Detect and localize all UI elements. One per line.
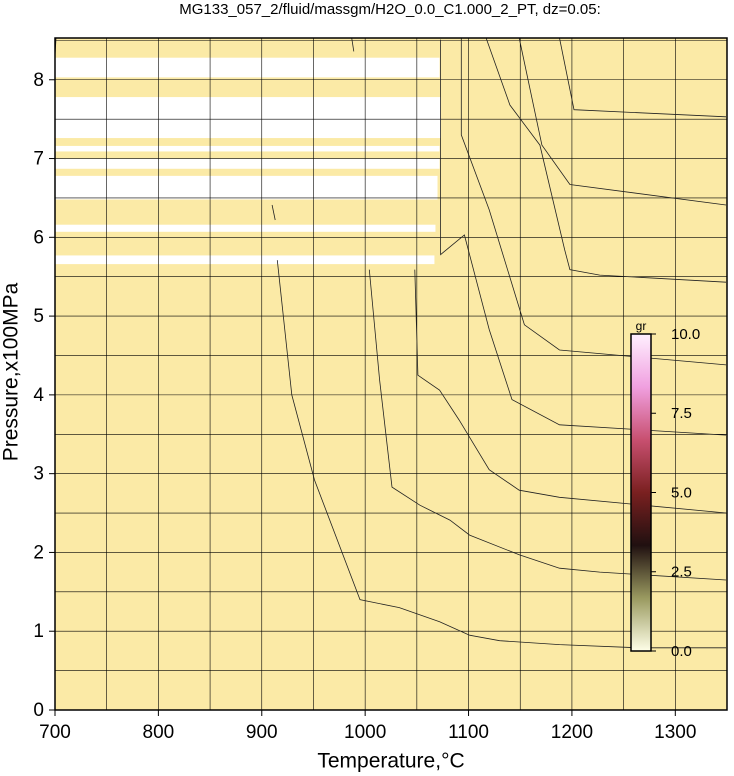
contour-line (485, 37, 727, 283)
contour-line (351, 37, 355, 52)
y-tick-label: 7 (33, 149, 44, 170)
y-axis-label: Pressure,x100MPa (0, 282, 23, 461)
x-axis-label: Temperature,°C (317, 750, 464, 773)
colorbar-tick-label: 5.0 (671, 484, 692, 501)
contour-line (368, 269, 727, 581)
x-tick-label: 800 (143, 722, 175, 743)
y-tick-label: 5 (33, 306, 44, 327)
plot-background (55, 38, 727, 710)
masked-region (55, 255, 435, 265)
colorbar-tick-label: 2.5 (671, 564, 692, 581)
colorbar-tick-label: 0.0 (671, 643, 692, 660)
y-tick-label: 2 (33, 542, 44, 563)
masked-region (55, 175, 438, 200)
contour-line (276, 260, 726, 649)
masked-region (55, 145, 440, 152)
masked-region (55, 57, 440, 78)
y-tick-label: 6 (33, 227, 44, 248)
colorbar-tick-label: 10.0 (671, 326, 700, 343)
x-tick-label: 1300 (654, 722, 696, 743)
masked-region (55, 97, 441, 139)
x-tick-label: 1100 (448, 722, 489, 743)
colorbar-tick-label: 7.5 (671, 405, 692, 422)
contour-line (271, 204, 276, 221)
plot-frame (54, 37, 728, 711)
y-tick-label: 0 (33, 700, 44, 721)
y-tick-label: 1 (33, 621, 44, 642)
contour-line (440, 39, 727, 436)
colorbar (630, 333, 652, 652)
colorbar-label: gr (636, 319, 647, 333)
contour-line (414, 269, 727, 514)
contour-line (518, 37, 727, 206)
y-tick-label: 4 (33, 385, 44, 406)
x-tick-label: 900 (246, 722, 278, 743)
y-tick-label: 3 (33, 464, 44, 485)
x-tick-label: 1000 (344, 722, 386, 743)
y-tick-label: 8 (33, 70, 44, 91)
x-tick-label: 1200 (551, 722, 593, 743)
contour-line (460, 38, 727, 366)
masked-region (55, 224, 436, 232)
x-tick-label: 700 (39, 722, 71, 743)
masked-region (55, 158, 440, 169)
chart-title: MG133_057_2/fluid/massgm/H2O_0.0_C1.000_… (179, 1, 601, 18)
contour-line (559, 37, 727, 118)
